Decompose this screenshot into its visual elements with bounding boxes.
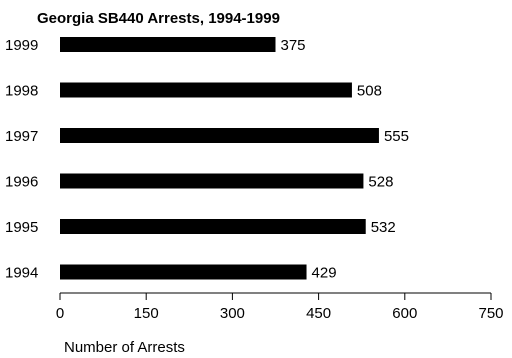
x-tick-label: 0 bbox=[56, 305, 64, 322]
bars-group: 1999 375 1998 508 1997 555 1996 528 1995 532 1994 4… bbox=[5, 37, 409, 282]
value-label: 508 bbox=[357, 83, 382, 100]
bar bbox=[60, 264, 307, 280]
value-label: 528 bbox=[368, 174, 393, 191]
bar bbox=[60, 37, 276, 52]
category-label: 1999 bbox=[5, 37, 38, 54]
x-tick-label: 300 bbox=[220, 305, 245, 322]
x-tick-label: 450 bbox=[306, 305, 331, 322]
category-label: 1995 bbox=[5, 219, 38, 236]
bar bbox=[60, 173, 364, 189]
x-axis-label: Number of Arrests bbox=[64, 339, 185, 356]
value-label: 375 bbox=[281, 37, 306, 54]
value-label: 532 bbox=[371, 219, 396, 236]
bar bbox=[60, 219, 366, 234]
x-tick-label: 750 bbox=[478, 305, 503, 322]
category-label: 1996 bbox=[5, 174, 38, 191]
value-label: 429 bbox=[312, 265, 337, 282]
category-label: 1997 bbox=[5, 128, 38, 145]
category-label: 1998 bbox=[5, 83, 38, 100]
x-tick-label: 600 bbox=[392, 305, 417, 322]
value-label: 555 bbox=[384, 128, 409, 145]
x-axis: 0 150 300 450 600 750 bbox=[56, 292, 504, 322]
bar bbox=[60, 82, 352, 98]
chart-title: Georgia SB440 Arrests, 1994-1999 bbox=[37, 10, 280, 27]
category-label: 1994 bbox=[5, 265, 38, 282]
x-tick-label: 150 bbox=[134, 305, 159, 322]
bar bbox=[60, 128, 379, 143]
